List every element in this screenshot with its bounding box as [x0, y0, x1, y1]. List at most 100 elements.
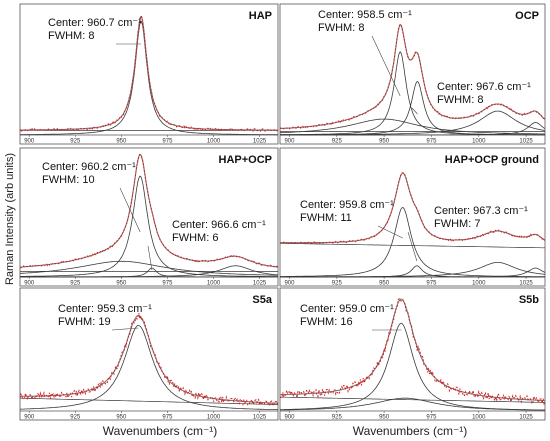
annotation-leader-line [119, 187, 141, 233]
annotation-text: FWHM: 7 [434, 218, 480, 230]
panel-frame [19, 3, 279, 145]
y-axis-label: Raman Intensity (arb units) [4, 152, 16, 286]
x-tick-label: 1025 [253, 415, 267, 421]
annotation-text: FWHM: 19 [58, 316, 111, 328]
x-tick-label: 950 [116, 281, 127, 287]
annotation-text: FWHM: 6 [172, 232, 218, 244]
fit-baseline [280, 396, 545, 403]
measured-spectrum-line [19, 153, 279, 269]
annotation-text: Center: 966.6 cm⁻¹ [172, 219, 266, 231]
x-tick-label: 1000 [207, 281, 221, 287]
annotation-text: FWHM: 8 [437, 94, 483, 106]
fit-baseline [20, 397, 279, 405]
annotation-text: FWHM: 8 [318, 22, 364, 34]
annotation-text: Center: 958.5 cm⁻¹ [318, 9, 412, 21]
x-axis-label-left: Wavenumbers (cm⁻¹) [102, 424, 218, 438]
x-tick-label: 1000 [207, 139, 221, 145]
panel-title: S5b [519, 294, 539, 306]
x-tick-label: 975 [162, 415, 173, 421]
fit-component-1 [280, 397, 545, 411]
panel-1: 900 925 950 975 1000 1025 OCP Center: 958.5 cm⁻… [279, 3, 546, 145]
x-tick-label: 925 [70, 139, 81, 145]
annotation-text: Center: 967.3 cm⁻¹ [434, 205, 528, 217]
panel-2: 900 925 950 975 1000 1025 HAP+OCP Center: 960.2… [19, 147, 279, 287]
fit-component-3 [280, 122, 546, 136]
fit-component-0 [19, 325, 278, 411]
fit-component-3 [280, 267, 546, 278]
x-tick-label: 900 [24, 415, 35, 421]
annotation-text: Center: 959.0 cm⁻¹ [300, 303, 394, 315]
annotation-leader-line [111, 327, 139, 331]
panel-4: 900 925 950 975 1000 1025 S5a Center: 959.3 cm⁻… [19, 287, 279, 421]
panel-title: HAP [249, 10, 272, 22]
fit-component-4 [280, 118, 546, 135]
measured-spectrum-line [19, 312, 279, 407]
panel-title: S5a [252, 294, 272, 306]
annotation-text: Center: 959.3 cm⁻¹ [58, 303, 152, 315]
x-tick-label: 1025 [519, 281, 533, 287]
x-tick-label: 1025 [519, 415, 533, 421]
panel-5: 900 925 950 975 1000 1025 S5b Center: 959.0 cm⁻… [279, 287, 546, 421]
x-tick-label: 950 [379, 139, 390, 145]
x-tick-label: 925 [332, 139, 343, 145]
x-tick-label: 925 [70, 415, 81, 421]
annotation-text: FWHM: 8 [48, 30, 94, 42]
x-tick-label: 1000 [207, 415, 221, 421]
x-tick-label: 925 [332, 415, 343, 421]
x-tick-label: 900 [284, 139, 295, 145]
annotation-text: FWHM: 10 [42, 174, 95, 186]
panel-frame [279, 287, 546, 421]
x-tick-label: 1000 [472, 139, 486, 145]
x-tick-label: 950 [379, 281, 390, 287]
fit-baseline [279, 242, 545, 249]
fit-component-1 [280, 265, 545, 278]
x-tick-label: 950 [116, 139, 127, 145]
x-tick-label: 900 [284, 281, 295, 287]
x-tick-label: 900 [24, 281, 35, 287]
x-tick-label: 975 [426, 415, 437, 421]
measured-spectrum-line [279, 297, 546, 406]
fit-component-0 [20, 175, 279, 277]
annotation-text: Center: 960.2 cm⁻¹ [42, 161, 136, 173]
annotation-text: Center: 959.8 cm⁻¹ [300, 199, 394, 211]
x-tick-label: 1025 [519, 139, 533, 145]
annotation-leader-line [147, 245, 153, 271]
x-tick-label: 900 [24, 139, 35, 145]
panel-title: HAP+OCP ground [445, 154, 539, 166]
x-tick-label: 1025 [253, 139, 267, 145]
annotation-leader-line [371, 35, 401, 97]
annotation-text: FWHM: 16 [300, 316, 353, 328]
x-tick-label: 1000 [472, 415, 486, 421]
panel-frame [279, 147, 546, 287]
panel-3: 900 925 950 975 1000 1025 HAP+OCP ground Center… [279, 147, 546, 287]
fit-component-0 [20, 20, 278, 136]
measured-spectrum-line [279, 23, 546, 130]
fit-sum-line [20, 315, 279, 404]
panel-frame [19, 147, 279, 287]
x-axis-label-right: Wavenumbers (cm⁻¹) [352, 424, 468, 438]
annotation-leader-line [411, 107, 418, 115]
x-tick-label: 1025 [253, 281, 267, 287]
panel-frame [279, 3, 546, 145]
x-tick-label: 925 [332, 281, 343, 287]
x-tick-label: 950 [379, 415, 390, 421]
x-tick-label: 975 [426, 281, 437, 287]
measured-spectrum-line [279, 172, 546, 245]
x-tick-label: 925 [70, 281, 81, 287]
x-tick-label: 975 [162, 139, 173, 145]
x-tick-label: 1000 [472, 281, 486, 287]
annotation-leader-line [377, 225, 403, 239]
annotation-leader-line [407, 231, 418, 262]
measured-spectrum-line [19, 15, 279, 133]
x-tick-label: 900 [284, 415, 295, 421]
x-tick-label: 950 [116, 415, 127, 421]
x-tick-label: 975 [162, 281, 173, 287]
fit-component-2 [19, 260, 279, 276]
x-tick-label: 975 [426, 139, 437, 145]
fit-component-2 [280, 110, 546, 136]
fit-component-0 [280, 51, 545, 136]
annotation-text: Center: 960.7 cm⁻¹ [48, 17, 142, 29]
panel-frame [19, 287, 279, 421]
panel-title: OCP [515, 10, 539, 22]
